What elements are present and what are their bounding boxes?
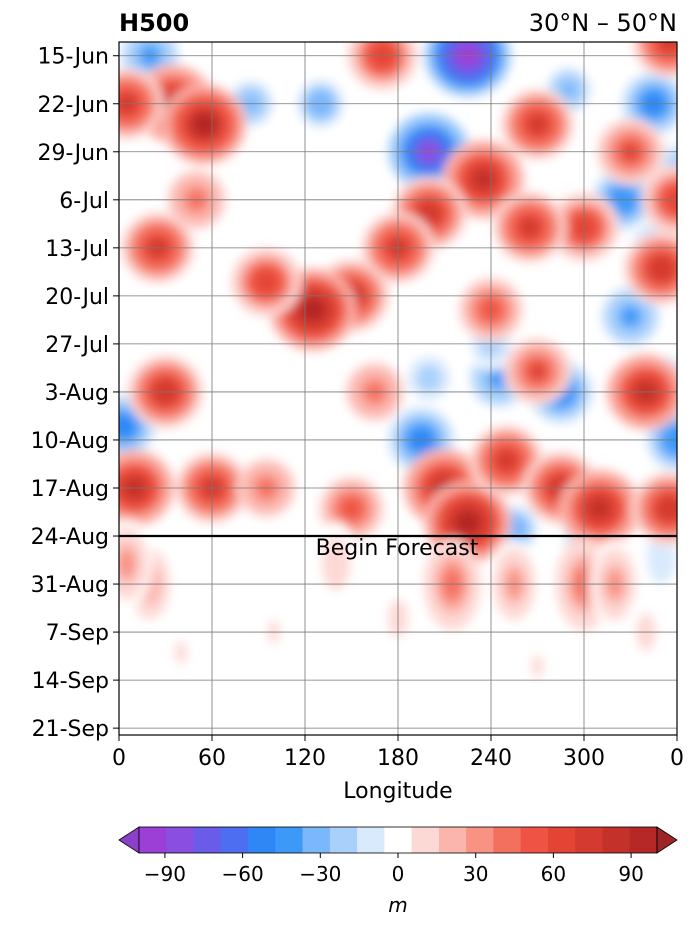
anomaly-cell — [347, 42, 418, 91]
anomaly-cell — [558, 469, 641, 548]
y-tick-label: 24-Aug — [31, 525, 109, 550]
x-tick-label: 0 — [112, 746, 126, 771]
colorbar-swatch — [438, 827, 467, 853]
y-tick-label: 13-Jul — [45, 237, 109, 262]
colorbar-tick-label: −30 — [299, 862, 341, 886]
y-tick-label: 3-Aug — [45, 381, 109, 406]
colorbar-tick-label: 90 — [618, 862, 643, 886]
colorbar-swatch — [329, 827, 358, 853]
anomaly-cell — [313, 521, 359, 606]
anomaly-cell — [119, 519, 153, 608]
y-tick-label: 31-Aug — [31, 573, 109, 598]
x-tick-label: 240 — [470, 746, 512, 771]
x-axis: 0 60 120 180 240 300 0 — [112, 735, 684, 771]
anomaly-cell — [166, 169, 227, 230]
x-tick-label: 0 — [670, 746, 684, 771]
colorbar-tick-label: −60 — [221, 862, 263, 886]
anomaly-cell — [500, 88, 575, 161]
colorbar-over-arrow — [656, 826, 678, 854]
y-tick-label: 15-Jun — [37, 45, 109, 70]
anomaly-cell — [403, 351, 455, 405]
colorbar-swatch — [357, 827, 385, 853]
forecast-marker: Begin Forecast — [119, 534, 677, 561]
y-tick-label: 14-Sep — [32, 669, 109, 694]
colorbar-swatch — [602, 827, 631, 853]
colorbar-swatch — [547, 827, 576, 853]
colorbar-swatch — [520, 827, 549, 853]
colorbar: −90 −60 −30 0 30 60 90 — [118, 826, 678, 886]
colorbar-swatch — [166, 827, 195, 853]
x-tick-label: 180 — [377, 746, 419, 771]
colorbar-tick-label: −90 — [144, 862, 186, 886]
anomaly-cell — [623, 231, 677, 306]
y-tick-label: 27-Jul — [45, 333, 109, 358]
colorbar-tick-label: 60 — [541, 862, 566, 886]
colorbar-swatch — [411, 827, 440, 853]
y-tick-label: 7-Sep — [46, 621, 109, 646]
y-tick-label: 6-Jul — [59, 189, 109, 214]
colorbar-swatch — [193, 827, 222, 853]
anomaly-cell — [641, 165, 677, 235]
colorbar-under-arrow — [118, 826, 140, 854]
colorbar-label: m — [388, 893, 407, 917]
x-tick-label: 120 — [284, 746, 326, 771]
x-tick-label: 300 — [563, 746, 605, 771]
anomaly-cell — [160, 612, 202, 693]
y-tick-label: 20-Jul — [45, 285, 109, 310]
y-tick-label: 10-Aug — [31, 429, 109, 454]
anomaly-cell — [175, 452, 249, 524]
colorbar-tick-label: 30 — [463, 862, 488, 886]
colorbar-swatch — [275, 827, 304, 853]
colorbar-swatch — [629, 827, 658, 853]
colorbar-swatch — [302, 827, 331, 853]
y-tick-label: 29-Jun — [37, 141, 109, 166]
colorbar-swatch — [466, 827, 494, 853]
anomaly-cell — [632, 42, 677, 78]
anomaly-cell — [493, 191, 567, 264]
colorbar-swatch — [575, 827, 603, 853]
colorbar-swatch — [493, 827, 522, 853]
anomaly-cell — [600, 286, 661, 347]
anomaly-field — [119, 42, 677, 735]
chart-subtitle: 30°N – 50°N — [529, 9, 677, 37]
anomaly-cell — [516, 626, 559, 707]
colorbar-swatch — [139, 827, 167, 853]
anomaly-cell — [503, 337, 572, 405]
colorbar-swatch — [248, 827, 276, 853]
anomaly-cell — [162, 84, 247, 165]
colorbar-tick-label: 0 — [392, 862, 405, 886]
y-tick-label: 22-Jun — [37, 93, 109, 118]
y-tick-label: 17-Aug — [31, 477, 109, 502]
anomaly-cell — [230, 247, 302, 317]
y-tick-label: 21-Sep — [32, 717, 109, 742]
colorbar-swatch — [384, 827, 413, 853]
begin-forecast-label: Begin Forecast — [316, 536, 479, 561]
colorbar-swatch — [220, 827, 249, 853]
x-axis-label: Longitude — [343, 779, 452, 804]
plot-frame — [118, 41, 678, 736]
y-axis: 15-Jun 22-Jun 29-Jun 6-Jul 13-Jul 20-Jul 27-Ju… — [31, 45, 119, 742]
anomaly-cell — [318, 476, 385, 541]
chart-title: H500 — [119, 9, 189, 37]
x-tick-label: 60 — [198, 746, 226, 771]
anomaly-cell — [631, 471, 677, 546]
